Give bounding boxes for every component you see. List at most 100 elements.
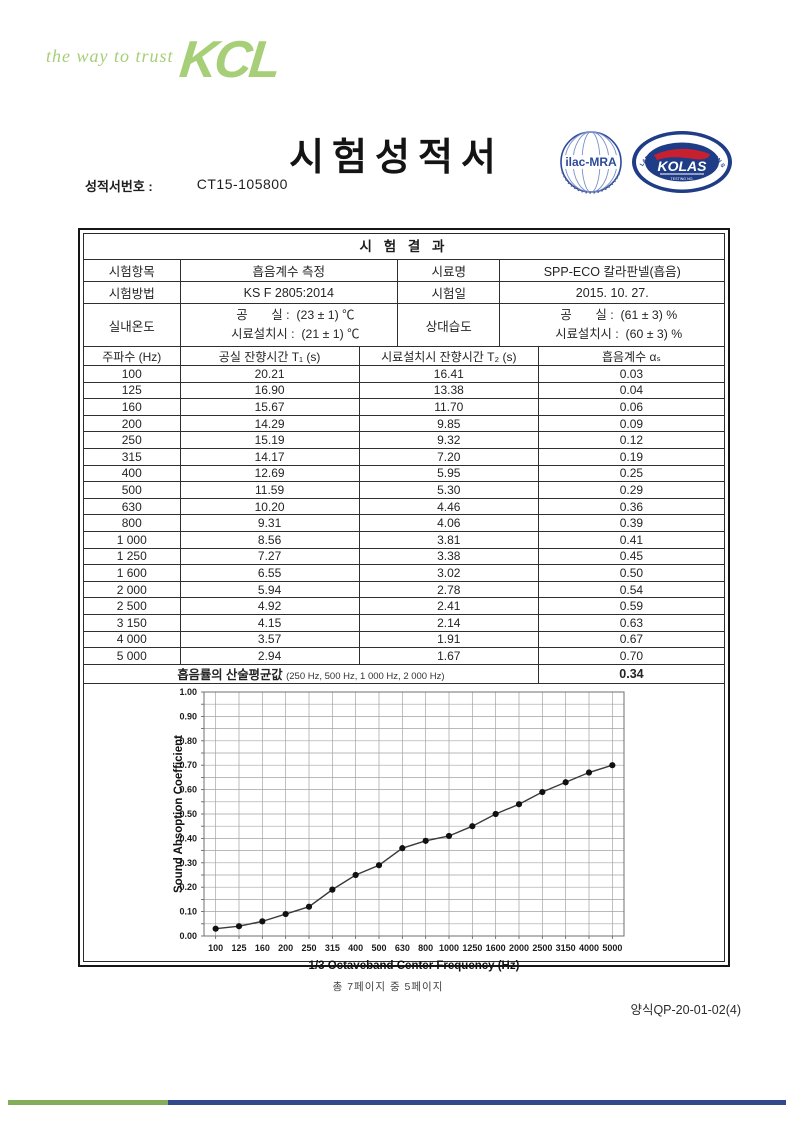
t2-cell: 1.91 xyxy=(359,631,539,649)
t2-cell: 9.85 xyxy=(359,415,539,433)
freq-table-row: 630 10.20 4.46 0.36 xyxy=(84,498,724,516)
humidity-line1: 공 실 : (61 ± 3) % xyxy=(560,307,678,322)
bottom-bar-blue-segment xyxy=(168,1100,786,1105)
sample-name-label: 시료명 xyxy=(397,260,501,282)
freq-table-row: 1 250 7.27 3.38 0.45 xyxy=(84,548,724,566)
svg-text:0.70: 0.70 xyxy=(179,760,197,770)
t2-cell: 2.14 xyxy=(359,614,539,632)
test-date-value: 2015. 10. 27. xyxy=(499,281,724,304)
svg-text:250: 250 xyxy=(301,943,316,953)
ilac-mra-seal-icon: ilac-MRA xyxy=(560,131,622,194)
frequency-cell: 200 xyxy=(84,415,181,433)
freq-table-row: 5 000 2.94 1.67 0.70 xyxy=(84,647,724,665)
frequency-cell: 125 xyxy=(84,382,181,400)
freq-table-row: 250 15.19 9.32 0.12 xyxy=(84,431,724,449)
t1-cell: 14.29 xyxy=(180,415,360,433)
t1-cell: 15.67 xyxy=(180,398,360,416)
form-number-text: 양식QP-20-01-02(4) xyxy=(630,1003,741,1017)
t1-cell: 8.56 xyxy=(180,531,360,549)
frequency-table: 주파수 (Hz) 공실 잔향시간 T₁ (s) 시료설치시 잔향시간 T₂ (s… xyxy=(84,347,724,684)
summary-value: 0.34 xyxy=(538,664,724,684)
info-table: 시험항목 흡음계수 측정 시료명 SPP-ECO 칼라판넬(흡음) 시험방법 K… xyxy=(84,260,724,347)
freq-table-row: 1 000 8.56 3.81 0.41 xyxy=(84,531,724,549)
svg-text:0.40: 0.40 xyxy=(179,833,197,843)
report-number-value: CT15-105800 xyxy=(196,176,288,192)
t2-cell: 1.67 xyxy=(359,647,539,665)
section-title: 시 험 결 과 xyxy=(84,234,724,260)
freq-table-body: 100 20.21 16.41 0.03 125 16.90 13.38 0.04 160 15.… xyxy=(84,365,724,665)
alpha-cell: 0.70 xyxy=(538,647,724,665)
kolas-seal-icon: KOREA LABORATORY ACCREDITATION SCHEME KO… xyxy=(630,129,732,193)
alpha-cell: 0.19 xyxy=(538,448,724,466)
svg-text:2000: 2000 xyxy=(509,943,529,953)
svg-text:5000: 5000 xyxy=(602,943,622,953)
svg-text:0.60: 0.60 xyxy=(179,784,197,794)
t1-cell: 12.69 xyxy=(180,465,360,483)
absorption-chart: 0.00 0.10 0.20 0.30 0.40 0.50 0.60 0.70 0.80 0.90… xyxy=(84,684,724,979)
freq-table-row: 160 15.67 11.70 0.06 xyxy=(84,398,724,416)
summary-label-cell: 흡음률의 산술평균값 (250 Hz, 500 Hz, 1 000 Hz, 2 … xyxy=(84,664,539,684)
freq-table-row: 800 9.31 4.06 0.39 xyxy=(84,514,724,532)
svg-text:1000: 1000 xyxy=(439,943,459,953)
t1-cell: 4.92 xyxy=(180,597,360,615)
frequency-table-header: 주파수 (Hz) 공실 잔향시간 T₁ (s) 시료설치시 잔향시간 T₂ (s… xyxy=(84,347,724,366)
freq-table-row: 1 600 6.55 3.02 0.50 xyxy=(84,564,724,582)
t2-cell: 3.81 xyxy=(359,531,539,549)
sample-name-value: SPP-ECO 칼라판넬(흡음) xyxy=(499,260,724,282)
freq-table-row: 500 11.59 5.30 0.29 xyxy=(84,481,724,499)
t2-cell: 7.20 xyxy=(359,448,539,466)
frequency-cell: 2 000 xyxy=(84,581,181,599)
humidity-line2: 시료설치시 : (60 ± 3) % xyxy=(555,327,683,341)
summary-label: 흡음률의 산술평균값 xyxy=(177,667,283,682)
t2-cell: 4.06 xyxy=(359,514,539,532)
svg-text:500: 500 xyxy=(371,943,386,953)
summary-row: 흡음률의 산술평균값 (250 Hz, 500 Hz, 1 000 Hz, 2 … xyxy=(84,664,724,684)
svg-text:0.30: 0.30 xyxy=(179,857,197,867)
alpha-cell: 0.63 xyxy=(538,614,724,632)
svg-text:630: 630 xyxy=(395,943,410,953)
kcl-logo-text: KCL xyxy=(176,31,281,89)
svg-text:315: 315 xyxy=(325,943,340,953)
t2-cell: 5.95 xyxy=(359,465,539,483)
svg-text:0.20: 0.20 xyxy=(179,882,197,892)
humidity-values: 공 실 : (61 ± 3) % 시료설치시 : (60 ± 3) % xyxy=(499,303,724,347)
freq-table-row: 4 000 3.57 1.91 0.67 xyxy=(84,631,724,649)
t1-cell: 3.57 xyxy=(180,631,360,649)
t1-cell: 15.19 xyxy=(180,431,360,449)
brand-tagline: the way to trust xyxy=(46,46,174,66)
frequency-cell: 1 600 xyxy=(84,564,181,582)
svg-text:4000: 4000 xyxy=(579,943,599,953)
svg-text:0.80: 0.80 xyxy=(179,735,197,745)
svg-text:0.10: 0.10 xyxy=(179,906,197,916)
alpha-cell: 0.54 xyxy=(538,581,724,599)
t1-cell: 2.94 xyxy=(180,647,360,665)
svg-text:800: 800 xyxy=(418,943,433,953)
svg-text:3150: 3150 xyxy=(556,943,576,953)
t1-cell: 20.21 xyxy=(180,365,360,383)
t1-cell: 5.94 xyxy=(180,581,360,599)
freq-table-row: 3 150 4.15 2.14 0.63 xyxy=(84,614,724,632)
alpha-cell: 0.36 xyxy=(538,498,724,516)
alpha-cell: 0.06 xyxy=(538,398,724,416)
svg-text:1/3 Octaveband Center Frequenc: 1/3 Octaveband Center Frequency (Hz) xyxy=(309,960,520,972)
alpha-cell: 0.03 xyxy=(538,365,724,383)
humidity-label: 상대습도 xyxy=(397,303,501,347)
t2-cell: 13.38 xyxy=(359,382,539,400)
t1-cell: 9.31 xyxy=(180,514,360,532)
bottom-color-bar xyxy=(8,1100,786,1105)
freq-table-row: 315 14.17 7.20 0.19 xyxy=(84,448,724,466)
frequency-cell: 5 000 xyxy=(84,647,181,665)
t1-cell: 7.27 xyxy=(180,548,360,566)
t2-cell: 16.41 xyxy=(359,365,539,383)
results-box: 시 험 결 과 시험항목 흡음계수 측정 시료명 SPP-ECO 칼라판넬(흡음… xyxy=(78,228,730,972)
t2-cell: 3.02 xyxy=(359,564,539,582)
t1-cell: 4.15 xyxy=(180,614,360,632)
svg-text:1600: 1600 xyxy=(486,943,506,953)
frequency-cell: 315 xyxy=(84,448,181,466)
summary-note: (250 Hz, 500 Hz, 1 000 Hz, 2 000 Hz) xyxy=(286,670,445,682)
table-row: 실내온도 공 실 : (23 ± 1) ℃ 시료설치시 : (21 ± 1) ℃… xyxy=(84,303,724,347)
frequency-cell: 1 000 xyxy=(84,531,181,549)
ilac-mra-seal-text: ilac-MRA xyxy=(565,155,617,169)
freq-table-row: 2 000 5.94 2.78 0.54 xyxy=(84,581,724,599)
